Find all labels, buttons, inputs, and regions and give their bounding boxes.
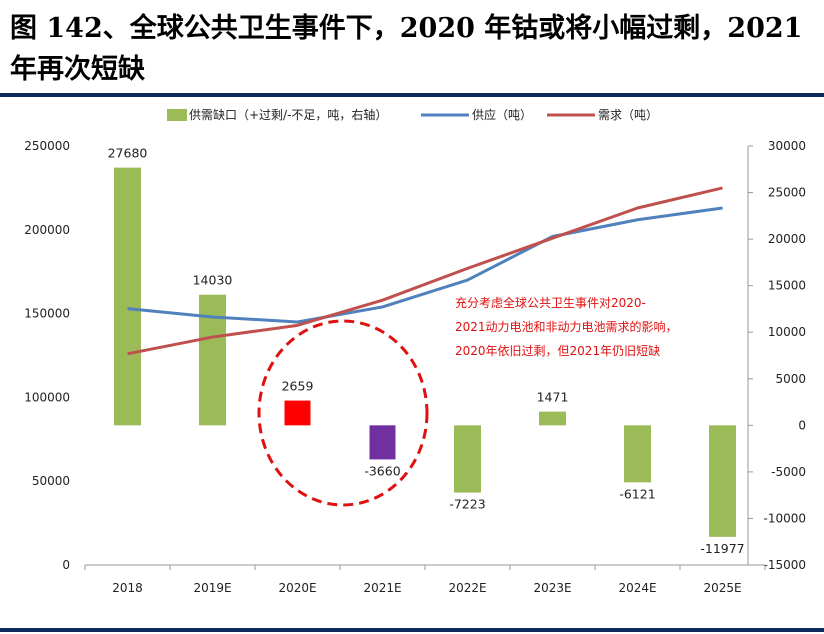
left-axis-tick-label: 150000: [24, 307, 70, 321]
legend-label-gap: 供需缺口（+过剩/-不足，吨，右轴）: [189, 107, 387, 122]
bar-data-label: 1471: [537, 390, 569, 405]
x-axis-tick-label: 2018: [112, 581, 143, 595]
left-axis-tick-label: 100000: [24, 390, 70, 404]
x-axis-tick-label: 2021E: [363, 581, 401, 595]
legend-swatch-gap: [167, 109, 187, 121]
right-axis-tick-label: 30000: [768, 139, 806, 153]
bar-data-label: -7223: [449, 497, 485, 512]
right-axis-tick-label: -5000: [771, 465, 806, 479]
x-axis-tick-label: 2022E: [448, 581, 486, 595]
right-axis-tick-label: -10000: [763, 511, 806, 525]
annotation-line: 2020年依旧过剩，但2021年仍旧短缺: [455, 343, 660, 358]
bar-data-label: 27680: [108, 146, 148, 161]
right-axis-tick-label: 5000: [775, 372, 806, 386]
left-axis-tick-label: 0: [62, 558, 70, 572]
left-axis-tick-label: 50000: [32, 474, 70, 488]
bottom-rule: [0, 628, 824, 632]
x-axis-tick-label: 2024E: [618, 581, 656, 595]
bar-data-label: -3660: [364, 463, 400, 478]
bar-gap-2024E: [624, 425, 651, 483]
bar-gap-2022E: [454, 425, 481, 493]
left-axis-tick-label: 250000: [24, 139, 70, 153]
x-axis-tick-label: 2023E: [533, 581, 571, 595]
right-axis-tick-label: 15000: [768, 279, 806, 293]
bar-gap-2019E: [199, 294, 226, 426]
highlight-circle: [257, 319, 429, 507]
left-axis-tick-label: 200000: [24, 223, 70, 237]
x-axis-tick-label: 2020E: [278, 581, 316, 595]
right-axis-tick-label: 10000: [768, 325, 806, 339]
supply-line: [127, 206, 723, 324]
demand-line: [127, 186, 723, 356]
bar-data-label: 14030: [193, 273, 233, 288]
bar-gap-2025E: [709, 425, 736, 537]
x-axis-tick-label: 2025E: [703, 581, 741, 595]
bar-data-label: -6121: [619, 486, 655, 501]
right-axis-tick-label: -15000: [763, 558, 806, 572]
legend-label-demand: 需求（吨）: [598, 108, 658, 122]
right-axis-tick-label: 20000: [768, 232, 806, 246]
bar-gap-2020E: [284, 400, 311, 426]
figure-title: 图 142、全球公共卫生事件下，2020 年钴或将小幅过剩，2021 年再次短缺: [10, 13, 803, 85]
top-rule: [0, 93, 824, 97]
annotation-line: 2021动力电池和非动力电池需求的影响，: [455, 319, 678, 334]
annotation-line: 充分考虑全球公共卫生事件对2020-: [455, 295, 646, 310]
right-axis-tick-label: 0: [798, 418, 806, 432]
right-axis-tick-label: 25000: [768, 186, 806, 200]
bar-gap-2018: [114, 167, 141, 426]
bar-data-label: -11977: [700, 541, 744, 556]
bar-gap-2023E: [539, 411, 566, 426]
legend-label-supply: 供应（吨）: [472, 107, 532, 122]
x-axis-tick-label: 2019E: [193, 581, 231, 595]
bar-gap-2021E: [369, 425, 396, 460]
bar-data-label: 2659: [282, 379, 314, 394]
